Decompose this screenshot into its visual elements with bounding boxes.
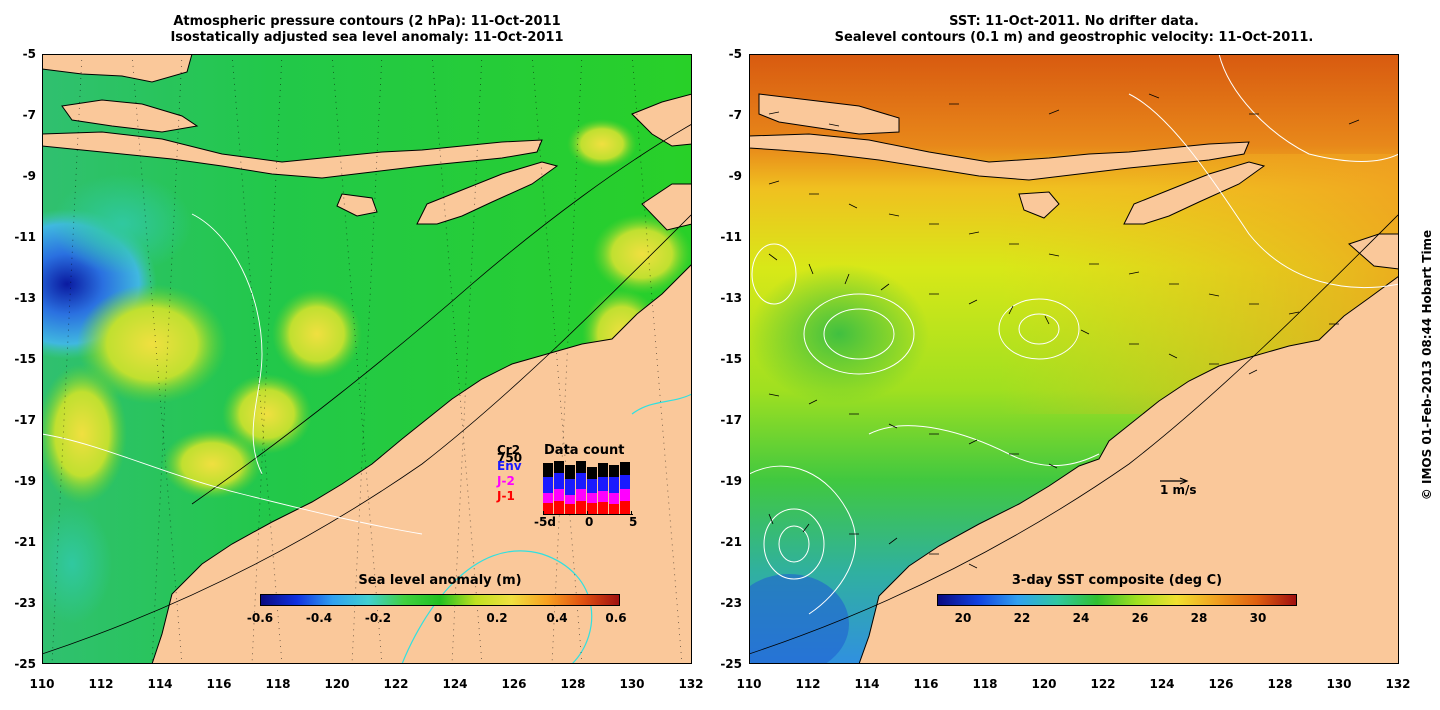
x-tick-label: 118 — [258, 677, 298, 691]
y-tick-label: -25 — [0, 657, 36, 671]
sst-tick: 22 — [1002, 611, 1042, 625]
y-tick-label: -19 — [706, 474, 742, 488]
sla-tick: -0.2 — [358, 611, 398, 625]
legend-label-j1: J-1 — [497, 490, 515, 503]
sst-tick: 26 — [1120, 611, 1160, 625]
y-tick-label: -5 — [0, 47, 36, 61]
legend-label-j2: J-2 — [497, 475, 515, 488]
data-count-tick-minus5d: -5d — [534, 516, 556, 529]
x-tick-label: 116 — [906, 677, 946, 691]
x-tick-label: 118 — [965, 677, 1005, 691]
sst-tick: 24 — [1061, 611, 1101, 625]
x-tick-label: 124 — [1142, 677, 1182, 691]
left-title: Atmospheric pressure contours (2 hPa): 1… — [42, 14, 692, 46]
right-title-line2: Sealevel contours (0.1 m) and geostrophi… — [749, 30, 1399, 46]
sst-tick: 20 — [943, 611, 983, 625]
x-tick-label: 110 — [729, 677, 769, 691]
sst-tick: 30 — [1238, 611, 1278, 625]
left-title-line2: Isostatically adjusted sea level anomaly… — [42, 30, 692, 46]
y-tick-label: -23 — [0, 596, 36, 610]
x-tick-label: 116 — [199, 677, 239, 691]
credit-label: © IMOS 01-Feb-2013 08:44 Hobart Time — [1418, 60, 1436, 670]
y-tick-label: -9 — [0, 169, 36, 183]
y-tick-label: -15 — [0, 352, 36, 366]
sla-tick: 0.2 — [477, 611, 517, 625]
sla-tick: 0.4 — [537, 611, 577, 625]
x-tick-label: 122 — [1083, 677, 1123, 691]
y-tick-label: -9 — [706, 169, 742, 183]
sst-tick: 28 — [1179, 611, 1219, 625]
sla-tick: -0.6 — [240, 611, 280, 625]
sla-tick: 0.6 — [596, 611, 636, 625]
histogram-bars — [543, 461, 630, 514]
sst-colorbar — [937, 594, 1297, 606]
sla-colorbar-title: Sea level anomaly (m) — [260, 573, 620, 588]
y-tick-label: -23 — [706, 596, 742, 610]
y-tick-label: -21 — [0, 535, 36, 549]
y-tick-label: -15 — [706, 352, 742, 366]
x-tick-label: 130 — [612, 677, 652, 691]
x-tick-label: 130 — [1319, 677, 1359, 691]
y-tick-label: -13 — [706, 291, 742, 305]
sla-colorbar — [260, 594, 620, 606]
y-tick-label: -19 — [0, 474, 36, 488]
y-tick-label: -13 — [0, 291, 36, 305]
x-tick-label: 126 — [494, 677, 534, 691]
x-tick-label: 112 — [81, 677, 121, 691]
right-title: SST: 11-Oct-2011. No drifter data. Seale… — [749, 14, 1399, 46]
x-tick-label: 122 — [376, 677, 416, 691]
y-tick-label: -21 — [706, 535, 742, 549]
legend-label-env: Env — [497, 460, 522, 473]
y-tick-label: -17 — [706, 413, 742, 427]
x-tick-label: 114 — [140, 677, 180, 691]
x-tick-label: 132 — [671, 677, 711, 691]
data-count-tick-5: 5 — [629, 516, 637, 529]
x-tick-label: 114 — [847, 677, 887, 691]
y-tick-label: -11 — [706, 230, 742, 244]
data-count-histogram — [543, 459, 633, 515]
y-tick-label: -17 — [0, 413, 36, 427]
velocity-scale-label: 1 m/s — [1160, 484, 1197, 497]
sst-colorbar-title: 3-day SST composite (deg C) — [937, 573, 1297, 588]
sla-tick: 0 — [418, 611, 458, 625]
data-count-tick-0: 0 — [585, 516, 593, 529]
y-tick-label: -11 — [0, 230, 36, 244]
x-tick-label: 110 — [22, 677, 62, 691]
credit-text: © IMOS 01-Feb-2013 08:44 Hobart Time — [1420, 230, 1434, 500]
y-tick-label: -7 — [706, 108, 742, 122]
x-tick-label: 128 — [553, 677, 593, 691]
y-tick-label: -5 — [706, 47, 742, 61]
x-tick-label: 126 — [1201, 677, 1241, 691]
right-title-line1: SST: 11-Oct-2011. No drifter data. — [749, 14, 1399, 30]
x-tick-label: 120 — [1024, 677, 1064, 691]
x-tick-label: 128 — [1260, 677, 1300, 691]
x-tick-label: 124 — [435, 677, 475, 691]
sla-tick: -0.4 — [299, 611, 339, 625]
y-tick-label: -25 — [706, 657, 742, 671]
x-tick-label: 132 — [1378, 677, 1418, 691]
y-tick-label: -7 — [0, 108, 36, 122]
data-count-title: Data count — [544, 444, 624, 457]
left-title-line1: Atmospheric pressure contours (2 hPa): 1… — [42, 14, 692, 30]
x-tick-label: 112 — [788, 677, 828, 691]
x-tick-label: 120 — [317, 677, 357, 691]
